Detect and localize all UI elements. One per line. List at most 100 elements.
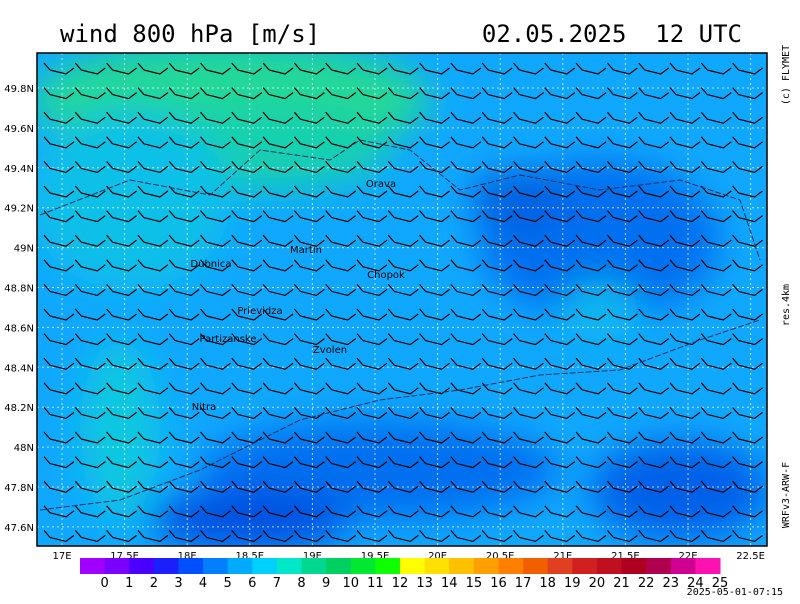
wind-barb	[700, 136, 732, 149]
wind-barb	[638, 284, 670, 297]
wind-barb	[200, 259, 231, 272]
lat-label: 48N	[14, 443, 34, 454]
wind-barb	[325, 456, 357, 469]
wind-barb	[419, 407, 450, 420]
lon-label: 18.5E	[236, 551, 265, 562]
wind-barb	[262, 259, 294, 272]
colorbar-swatch	[670, 558, 696, 574]
wind-barb	[481, 259, 513, 272]
wind-barb	[200, 456, 231, 469]
wind-barb	[106, 407, 137, 420]
wind-barb	[168, 456, 200, 469]
lon-label: 20E	[428, 551, 447, 562]
lat-label: 49N	[14, 244, 34, 255]
colorbar-label: 20	[589, 576, 606, 591]
wind-barb	[231, 530, 263, 543]
wind-barb	[481, 87, 513, 100]
wind-barb	[137, 308, 169, 321]
lat-label: 48.4N	[4, 363, 34, 374]
wind-barb	[606, 456, 638, 469]
wind-barb	[544, 530, 576, 543]
wind-barb	[137, 284, 169, 297]
colorbar-swatch	[523, 558, 549, 574]
wind-barb	[74, 161, 106, 174]
wind-barb	[606, 161, 638, 174]
wind-barb	[700, 333, 732, 346]
wind-barb	[606, 284, 638, 297]
wind-barb	[325, 407, 357, 420]
colorbar-label: 5	[224, 576, 232, 591]
colorbar-label: 18	[539, 576, 556, 591]
wind-barb	[575, 407, 607, 420]
wind-barb	[481, 136, 513, 149]
wind-barb	[575, 87, 607, 100]
lon-label: 19E	[303, 551, 322, 562]
wind-barb	[106, 308, 137, 321]
wind-barb	[575, 136, 607, 149]
wind-barb	[137, 431, 169, 444]
wind-barb	[262, 407, 294, 420]
colorbar-swatch	[449, 558, 475, 574]
wind-barb	[356, 234, 388, 247]
wind-barb	[544, 234, 576, 247]
wind-barb	[732, 87, 763, 100]
wind-barb	[325, 185, 357, 198]
wind-barb	[732, 234, 763, 247]
wind-barb	[387, 210, 419, 223]
wind-barb	[669, 382, 701, 395]
wind-barb	[137, 111, 169, 124]
wind-barb	[293, 62, 325, 75]
wind-barb	[450, 210, 482, 223]
lat-label: 47.8N	[4, 483, 34, 494]
lon-label: 17.5E	[110, 551, 139, 562]
colorbar-swatch	[252, 558, 278, 574]
wind-barb	[168, 382, 200, 395]
wind-barb	[544, 259, 576, 272]
wind-barb	[43, 284, 75, 297]
wind-barb	[387, 456, 419, 469]
wind-barb	[356, 161, 388, 174]
wind-barb	[669, 62, 701, 75]
colorbar-label: 11	[367, 576, 384, 591]
wind-barb	[575, 333, 607, 346]
wind-barb	[74, 357, 106, 370]
wind-barb	[481, 407, 513, 420]
wind-barb	[419, 382, 450, 395]
wind-barb	[700, 284, 732, 297]
wind-barb	[513, 136, 544, 149]
wind-barb	[513, 111, 544, 124]
wind-barb	[669, 87, 701, 100]
wind-barb	[700, 234, 732, 247]
wind-barb	[200, 62, 231, 75]
wind-barb	[638, 234, 670, 247]
wind-barb	[168, 407, 200, 420]
wind-barb	[638, 431, 670, 444]
wind-barb	[106, 136, 137, 149]
wind-barb	[387, 259, 419, 272]
wind-barb	[356, 505, 388, 518]
wind-barb	[700, 62, 732, 75]
wind-barb	[606, 210, 638, 223]
wind-barb	[544, 185, 576, 198]
wind-barb	[262, 333, 294, 346]
wind-barb	[700, 259, 732, 272]
wind-barb	[325, 111, 357, 124]
wind-barb	[200, 333, 231, 346]
wind-barb	[732, 284, 763, 297]
wind-barb	[450, 431, 482, 444]
wind-barb	[168, 234, 200, 247]
wind-barb	[606, 308, 638, 321]
wind-barb	[74, 530, 106, 543]
colorbar-label: 1	[125, 576, 133, 591]
wind-barb	[387, 234, 419, 247]
wind-barb	[606, 185, 638, 198]
wind-barb	[638, 185, 670, 198]
wind-barb	[106, 161, 137, 174]
wind-barb	[513, 407, 544, 420]
wind-barb	[293, 210, 325, 223]
wind-barb	[732, 210, 763, 223]
wind-barb	[700, 480, 732, 493]
colorbar-swatch	[424, 558, 450, 574]
wind-barb	[325, 284, 357, 297]
lat-label: 49.6N	[4, 124, 34, 135]
